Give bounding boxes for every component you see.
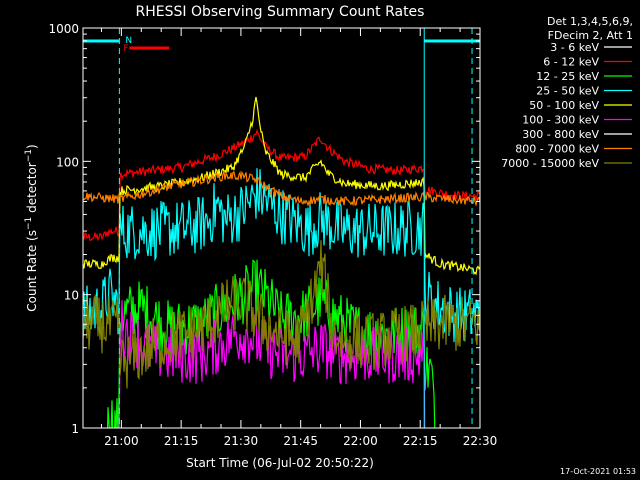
legend-label: 3 - 6 keV xyxy=(550,41,599,54)
x-tick-label: 21:15 xyxy=(164,434,199,448)
x-tick-label: 21:00 xyxy=(104,434,139,448)
legend: Det 1,3,4,5,6,9, FDecim 2, Att 1 3 - 6 k… xyxy=(501,15,633,170)
y-axis-label-exponent: −1 xyxy=(24,217,34,230)
x-axis-label: Start Time (06-Jul-02 20:50:22) xyxy=(186,456,374,470)
legend-label: 800 - 7000 keV xyxy=(515,143,599,156)
series-line-7 xyxy=(83,170,480,207)
y-tick-label: 1 xyxy=(71,422,79,436)
legend-label: 7000 - 15000 keV xyxy=(501,157,599,170)
plot-frame xyxy=(82,27,481,429)
x-tick-label: 21:30 xyxy=(224,434,259,448)
y-axis-label-part: Count Rate (s xyxy=(25,230,39,312)
y-axis-label-exponent: −1 xyxy=(24,149,34,162)
flag-label: N xyxy=(125,36,132,46)
y-axis-label-part: detector xyxy=(25,162,39,217)
legend-label: 12 - 25 keV xyxy=(536,70,599,83)
timestamp: 17-Oct-2021 01:53 xyxy=(560,467,636,476)
flag-label: F xyxy=(123,44,128,54)
legend-label: 100 - 300 keV xyxy=(522,114,599,127)
chart-title: RHESSI Observing Summary Count Rates xyxy=(136,4,425,20)
plot-area: NNF xyxy=(83,28,480,428)
legend-header-line-2: FDecim 2, Att 1 xyxy=(548,29,633,42)
series-line-1 xyxy=(83,128,480,242)
y-tick-label: 10 xyxy=(64,289,79,303)
series-line-4 xyxy=(83,96,480,276)
y-tick-label: 100 xyxy=(56,155,79,169)
x-tick-label: 22:00 xyxy=(343,434,378,448)
legend-label: 6 - 12 keV xyxy=(543,56,599,69)
legend-label: 300 - 800 keV xyxy=(522,128,599,141)
x-axis: 21:00 21:15 21:30 21:45 22:00 22:15 22:30 xyxy=(100,28,498,448)
x-tick-label: 22:15 xyxy=(403,434,438,448)
y-axis-label-part: ) xyxy=(25,144,39,149)
series-line-3 xyxy=(83,168,480,344)
x-tick-label: 22:30 xyxy=(463,434,498,448)
y-tick-label: 1000 xyxy=(48,22,79,36)
y-axis: 1 10 100 1000 xyxy=(48,22,480,436)
legend-header-line-1: Det 1,3,4,5,6,9, xyxy=(547,15,633,28)
y-axis-label: Count Rate (s−1 detector−1) xyxy=(24,144,39,311)
legend-label: 50 - 100 keV xyxy=(529,99,599,112)
series-line-0 xyxy=(262,347,331,428)
legend-label: 25 - 50 keV xyxy=(536,85,599,98)
series-line-8 xyxy=(83,240,480,389)
x-tick-label: 21:45 xyxy=(283,434,318,448)
